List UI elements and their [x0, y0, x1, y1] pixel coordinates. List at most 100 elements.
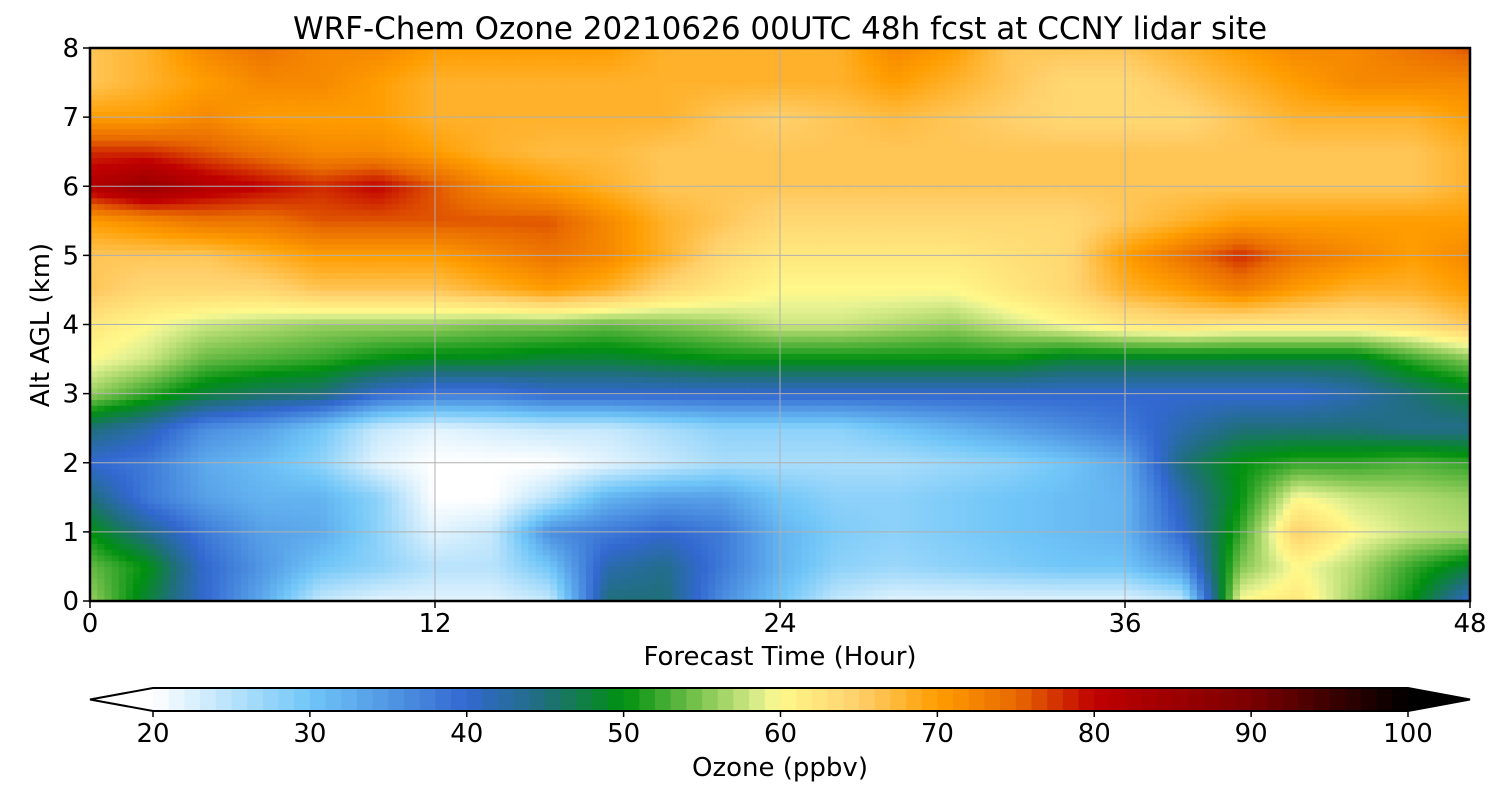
heatmap-cell [1211, 520, 1220, 527]
heatmap-cell [1117, 537, 1126, 544]
heatmap-cell [1412, 485, 1421, 493]
heatmap-cell [844, 520, 853, 527]
heatmap-cell [298, 462, 307, 470]
heatmap-cell [413, 577, 422, 585]
heatmap-cell [995, 560, 1004, 568]
heatmap-cell [1017, 462, 1025, 470]
heatmap-cell [514, 554, 522, 562]
heatmap-cell [722, 497, 731, 504]
heatmap-cell [844, 577, 853, 585]
heatmap-cell [420, 474, 429, 481]
heatmap-cell [1390, 531, 1399, 539]
heatmap-cell [90, 485, 98, 493]
heatmap-cell [585, 503, 594, 510]
heatmap-cell [506, 456, 515, 464]
heatmap-cell [154, 589, 163, 596]
heatmap-cell [938, 549, 946, 556]
heatmap-cell [938, 491, 946, 498]
heatmap-cell [269, 543, 278, 550]
heatmap-cell [1383, 560, 1392, 568]
heatmap-cell [578, 549, 587, 556]
heatmap-cell [629, 474, 637, 481]
heatmap-cell [880, 514, 889, 521]
heatmap-cell [772, 583, 781, 591]
heatmap-cell [1369, 537, 1378, 544]
heatmap-cell [895, 520, 903, 527]
heatmap-cell [593, 485, 601, 493]
heatmap-cell [1283, 508, 1291, 516]
heatmap-cell [1002, 589, 1011, 596]
heatmap-cell [844, 474, 853, 481]
heatmap-cell [1053, 474, 1061, 481]
heatmap-cell [1002, 526, 1011, 533]
heatmap-cell [1153, 462, 1162, 470]
heatmap-cell [1369, 456, 1378, 464]
heatmap-cell [930, 595, 939, 601]
heatmap-cell [600, 485, 609, 493]
heatmap-cell [1125, 514, 1133, 521]
heatmap-cell [895, 560, 903, 568]
heatmap-cell [801, 531, 810, 539]
heatmap-cell [449, 474, 458, 481]
heatmap-cell [1081, 480, 1090, 487]
heatmap-cell [938, 531, 946, 539]
heatmap-cell [1010, 485, 1018, 493]
heatmap-cell [1419, 549, 1428, 556]
heatmap-cell [320, 595, 328, 601]
heatmap-cell [657, 514, 666, 521]
heatmap-cell [1283, 503, 1291, 510]
heatmap-cell [1060, 583, 1069, 591]
heatmap-cell [945, 508, 954, 516]
heatmap-cell [1419, 491, 1428, 498]
heatmap-cell [607, 474, 616, 481]
heatmap-cell [636, 514, 645, 521]
heatmap-cell [585, 583, 594, 591]
heatmap-cell [557, 462, 565, 470]
heatmap-cell [657, 554, 666, 562]
heatmap-cell [873, 520, 882, 527]
heatmap-cell [542, 520, 551, 527]
heatmap-cell [600, 520, 609, 527]
heatmap-cell [255, 589, 264, 596]
heatmap-cell [679, 583, 688, 591]
heatmap-cell [823, 462, 831, 470]
heatmap-cell [499, 520, 508, 527]
heatmap-cell [801, 503, 810, 510]
heatmap-cell [600, 595, 609, 601]
heatmap-cell [377, 543, 386, 550]
heatmap-cell [384, 451, 393, 458]
heatmap-cell [1355, 531, 1363, 539]
heatmap-cell [1189, 566, 1198, 573]
heatmap-cell [859, 491, 867, 498]
heatmap-cell [765, 451, 774, 458]
heatmap-cell [1462, 514, 1470, 521]
heatmap-cell [1232, 577, 1241, 585]
heatmap-cell [219, 566, 228, 573]
heatmap-cell [435, 526, 443, 533]
heatmap-cell [499, 554, 508, 562]
heatmap-cell [959, 474, 968, 481]
heatmap-cell [672, 497, 680, 504]
heatmap-cell [1204, 514, 1212, 521]
heatmap-cell [844, 566, 853, 573]
heatmap-cell [1240, 508, 1248, 516]
heatmap-cell [406, 485, 415, 493]
heatmap-cell [1232, 537, 1241, 544]
heatmap-cell [614, 572, 623, 579]
heatmap-cell [930, 583, 939, 591]
heatmap-cell [111, 554, 120, 562]
heatmap-cell [320, 577, 328, 585]
heatmap-cell [111, 462, 120, 470]
heatmap-cell [708, 577, 716, 585]
heatmap-cell [298, 451, 307, 458]
heatmap-cell [902, 554, 910, 562]
heatmap-cell [291, 497, 300, 504]
heatmap-cell [535, 526, 544, 533]
heatmap-cell [1383, 583, 1392, 591]
heatmap-cell [1347, 543, 1356, 550]
heatmap-cell [197, 589, 206, 596]
heatmap-cell [765, 572, 774, 579]
heatmap-cell [1240, 549, 1248, 556]
heatmap-cell [1254, 583, 1263, 591]
heatmap-cell [478, 577, 486, 585]
